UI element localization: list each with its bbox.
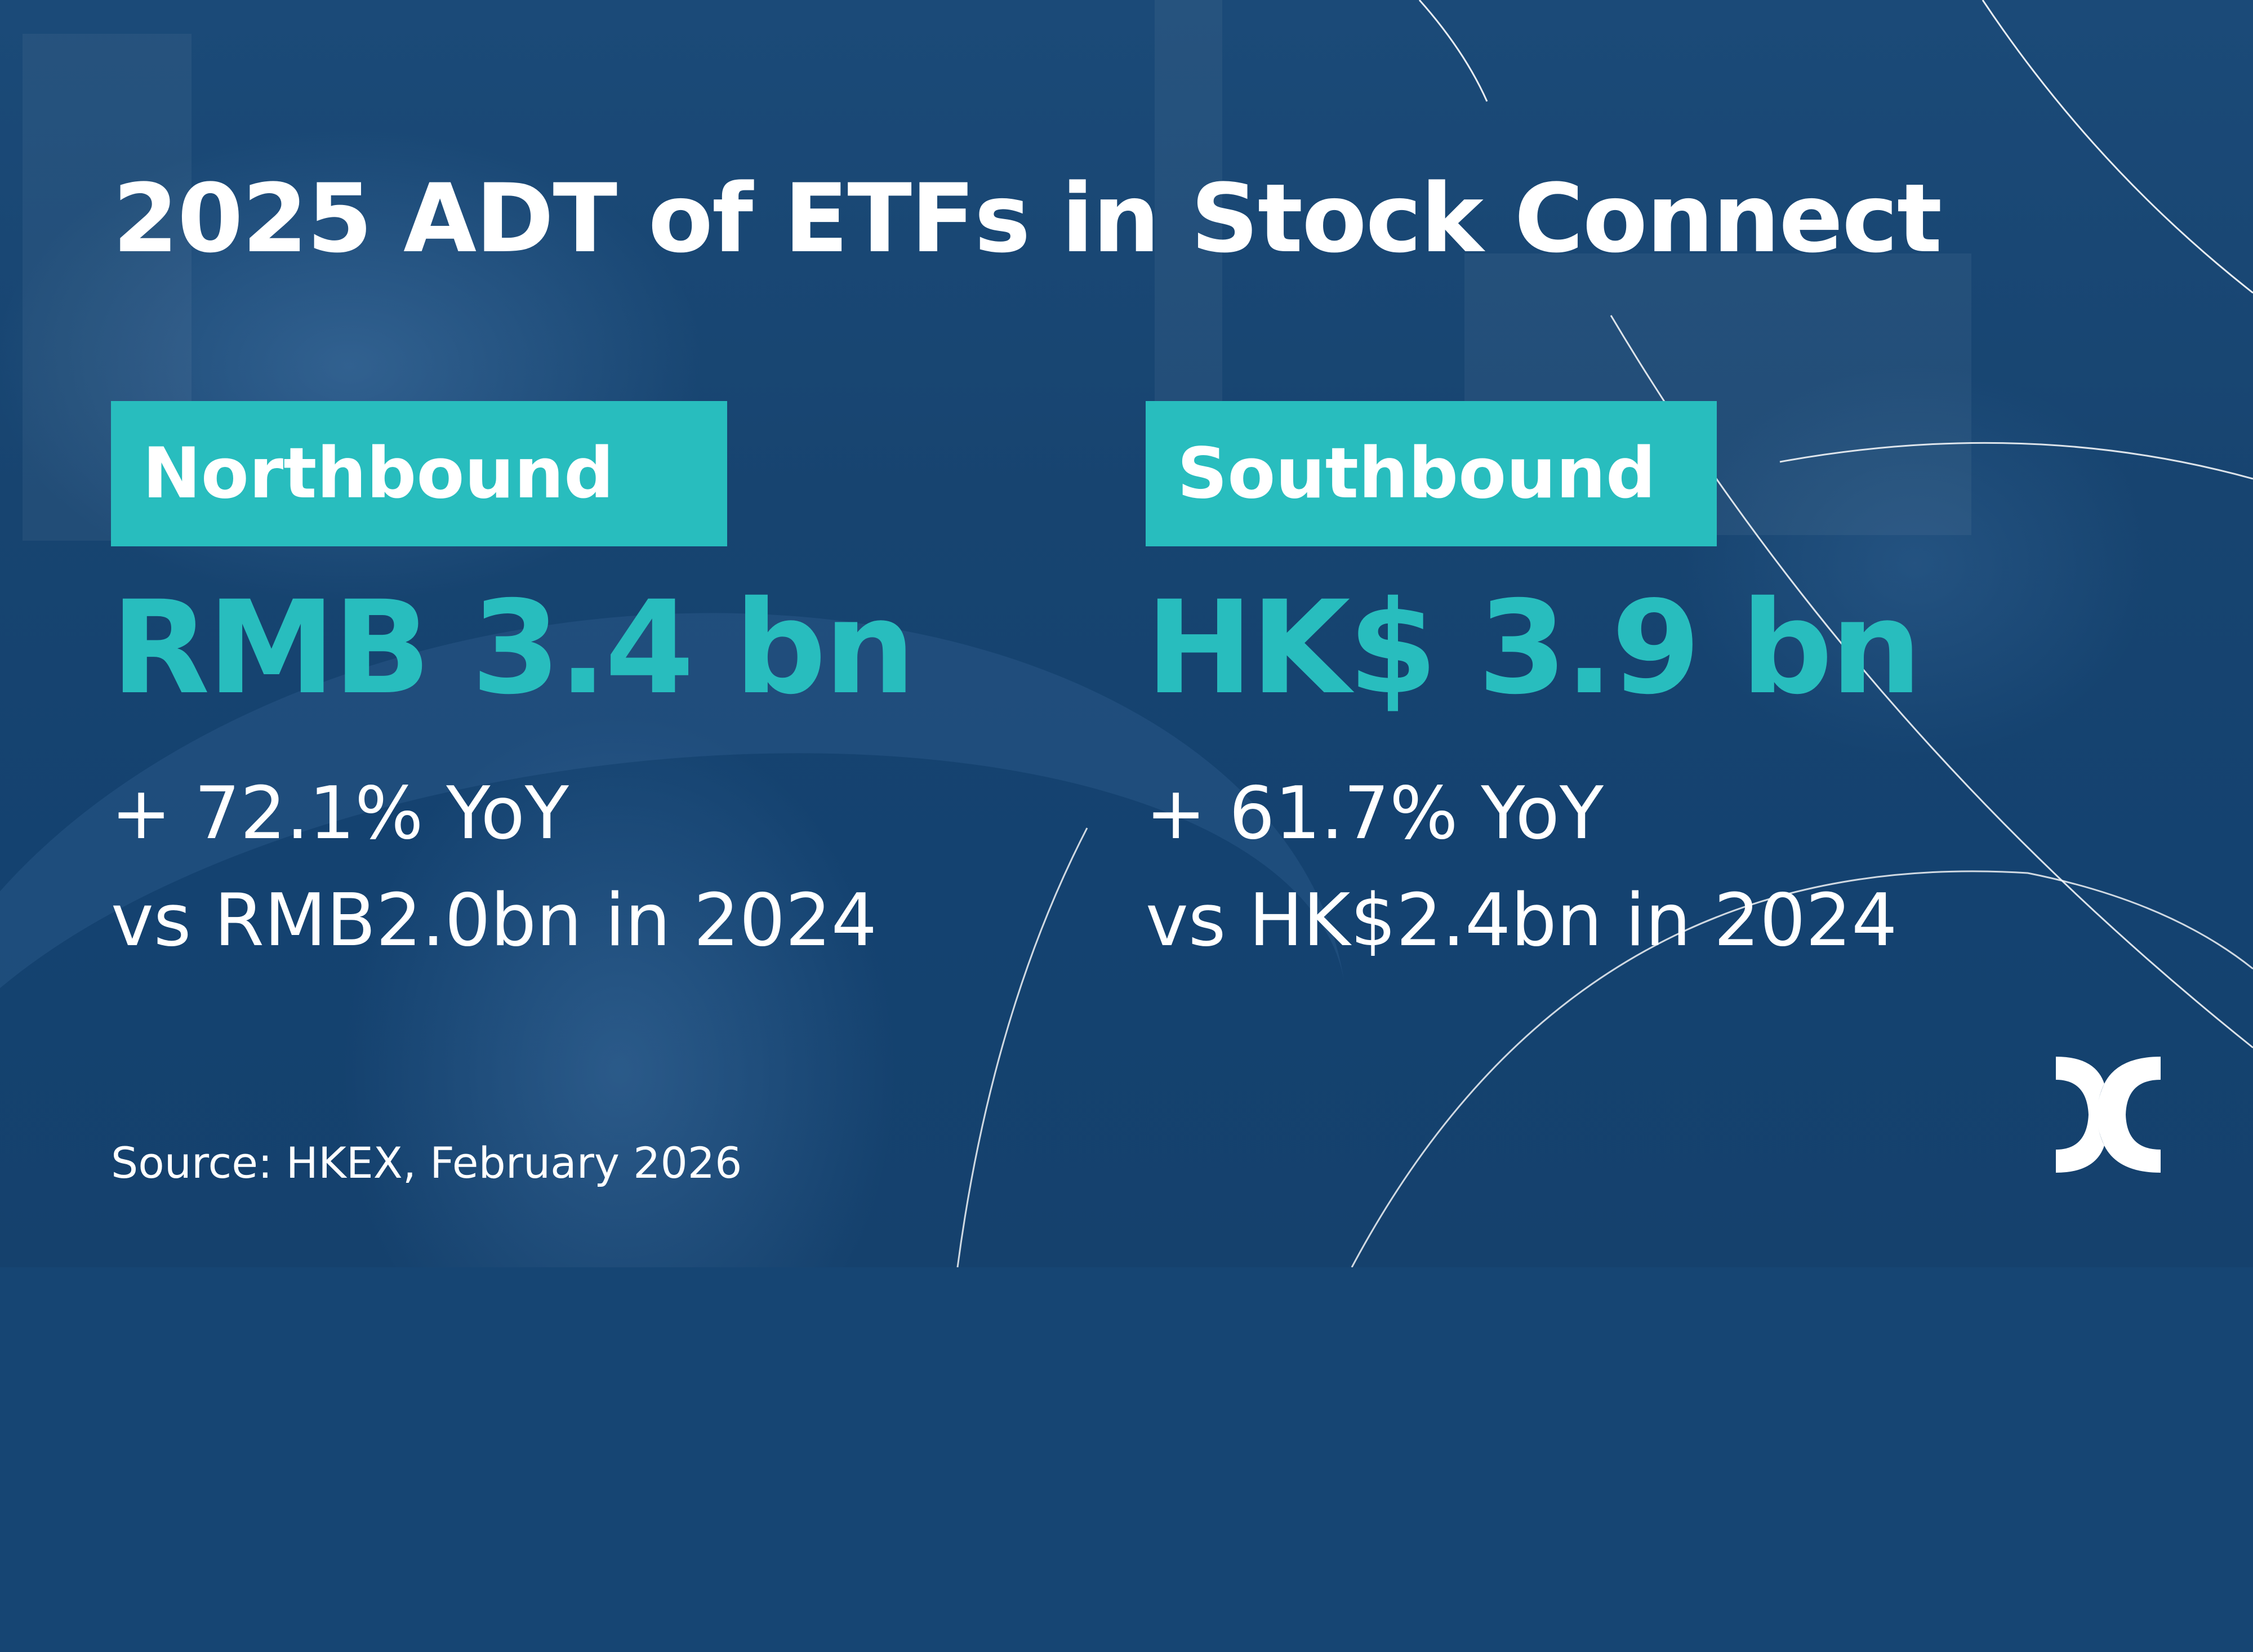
northbound-panel: Northbound RMB 3.4 bn + 72.1% YoY vs RMB… — [111, 401, 915, 974]
page-title: 2025 ADT of ETFs in Stock Connect — [113, 163, 1942, 274]
southbound-yoy-change: + 61.7% YoY — [1146, 772, 1604, 856]
decorative-arcs — [956, 0, 2253, 1267]
southbound-panel: Southbound HK$ 3.9 bn + 61.7% YoY vs HK$… — [1146, 401, 1922, 974]
northbound-label: Northbound — [111, 401, 727, 546]
hkex-logo-icon — [2056, 1057, 2161, 1173]
southbound-label: Southbound — [1146, 401, 1717, 546]
northbound-prior-year: vs RMB2.0bn in 2024 — [111, 879, 878, 963]
southbound-prior-year: vs HK$2.4bn in 2024 — [1146, 879, 1898, 963]
southbound-adt-value: HK$ 3.9 bn — [1146, 573, 1922, 723]
northbound-yoy-change: + 72.1% YoY — [111, 772, 569, 856]
source-note: Source: HKEX, February 2026 — [111, 1138, 742, 1188]
building-silhouette — [1155, 0, 1222, 451]
northbound-adt-value: RMB 3.4 bn — [111, 573, 915, 723]
